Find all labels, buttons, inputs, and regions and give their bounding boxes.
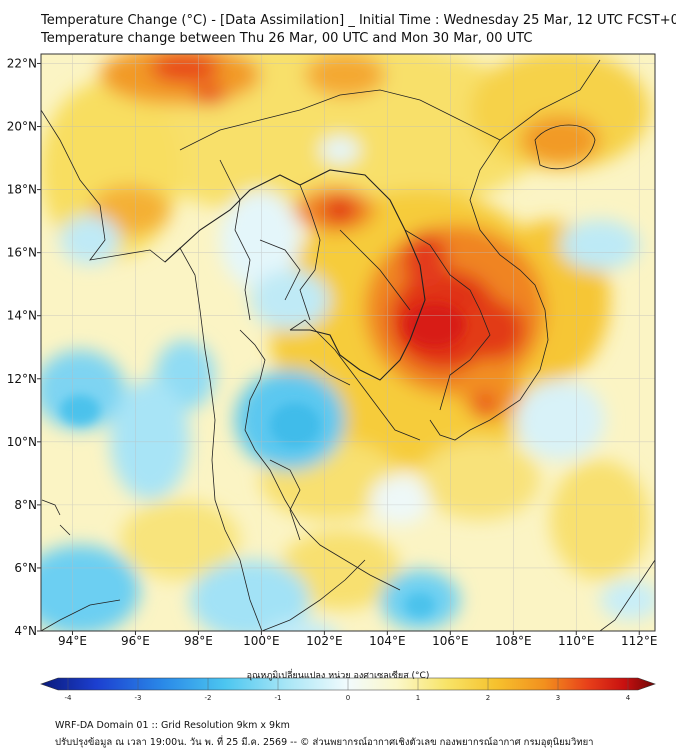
lon-tick-label: 98°E xyxy=(184,634,213,648)
lon-tick-label: 108°E xyxy=(495,634,532,648)
colorbar-tick-label: 2 xyxy=(486,694,490,702)
longitude-axis: 94°E 96°E 98°E 100°E 102°E 104°E 106°E 108°E 110… xyxy=(58,631,658,648)
lat-tick-label: 6°N xyxy=(14,561,37,575)
map-gridlines xyxy=(41,54,655,631)
temperature-field xyxy=(41,54,655,631)
lat-tick-label: 16°N xyxy=(7,246,37,260)
colorbar-tick-label: -4 xyxy=(65,694,73,702)
lat-tick-label: 20°N xyxy=(7,120,37,134)
lon-tick-label: 106°E xyxy=(432,634,469,648)
colorbar-tick-label: -1 xyxy=(275,694,282,702)
colorbar: -4 -3 -2 -1 0 1 2 3 4 xyxy=(40,677,656,702)
lon-tick-label: 112°E xyxy=(621,634,658,648)
lon-tick-label: 110°E xyxy=(558,634,595,648)
lat-tick-label: 10°N xyxy=(7,435,37,449)
colorbar-tick-label: 4 xyxy=(626,694,631,702)
lon-tick-label: 96°E xyxy=(121,634,150,648)
map-subtitle: Temperature change between Thu 26 Mar, 0… xyxy=(41,31,533,46)
lat-tick-label: 8°N xyxy=(14,498,37,512)
colorbar-label: อุณหภูมิเปลี่ยนแปลง หน่วย องศาเซลเซียส (… xyxy=(246,671,430,681)
country-borders xyxy=(41,59,655,631)
colorbar-tick-label: 0 xyxy=(346,694,350,702)
latitude-axis: 22°N 20°N 18°N 16°N 14°N 12°N 10°N 8°N 6°N 4°N xyxy=(7,56,41,638)
lat-tick-label: 4°N xyxy=(14,624,37,638)
lon-tick-label: 102°E xyxy=(306,634,343,648)
credit-line: ปรับปรุงข้อมูล ณ เวลา 19:00น. วัน พ. ที่… xyxy=(55,737,594,748)
lon-tick-label: 94°E xyxy=(58,634,87,648)
colorbar-tick-label: 1 xyxy=(416,694,420,702)
lat-tick-label: 14°N xyxy=(7,309,37,323)
lon-tick-label: 100°E xyxy=(243,634,280,648)
model-info: WRF-DA Domain 01 :: Grid Resolution 9km … xyxy=(55,720,290,731)
map-frame xyxy=(40,53,656,632)
colorbar-tick-label: 3 xyxy=(556,694,560,702)
colorbar-ticks: -4 -3 -2 -1 0 1 2 3 4 xyxy=(65,678,631,702)
lat-tick-label: 12°N xyxy=(7,372,37,386)
map-title: Temperature Change (°C) - [Data Assimila… xyxy=(41,13,676,28)
lat-tick-label: 18°N xyxy=(7,183,37,197)
lat-tick-label: 22°N xyxy=(7,56,37,70)
colorbar-tick-label: -3 xyxy=(135,694,142,702)
lon-tick-label: 104°E xyxy=(369,634,406,648)
colorbar-tick-label: -2 xyxy=(205,694,212,702)
